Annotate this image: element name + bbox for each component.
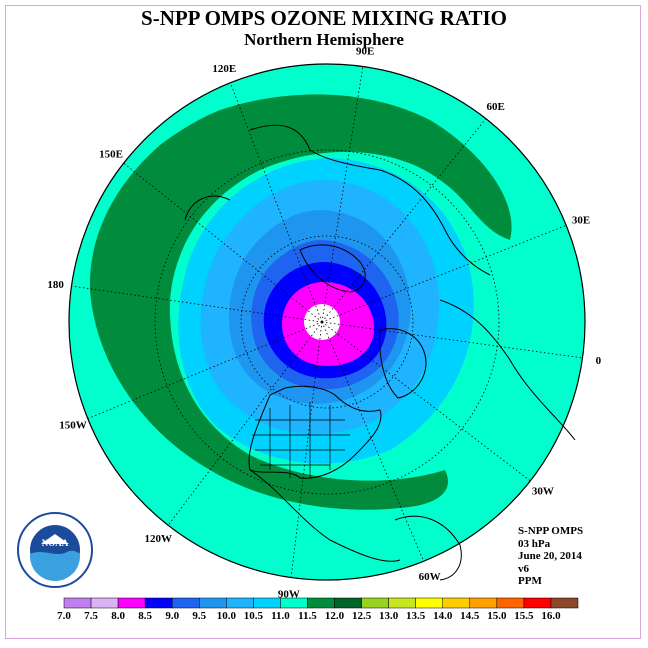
coastlines [184,124,576,581]
colorbar-swatch [253,597,281,609]
info-date: June 20, 2014 [518,550,582,562]
meridian-line [290,321,323,578]
latitude-circles [154,149,500,495]
info-units: PPM [518,575,542,587]
longitude-labels: 90E 60E 30E 0 30W 60W 90W 120W 150W 180 150E 120E [47,46,601,601]
colorbar-swatch [307,597,335,609]
longitude-label: 30W [532,486,554,498]
logo-text: NOAA [42,538,69,548]
colorbar-swatch [63,597,92,609]
colorbar-swatch [90,597,119,609]
map-subtitle: Northern Hemisphere [244,30,404,49]
colorbar-tick-label: 9.0 [165,610,179,622]
colorbar-tick-label: 11.5 [298,610,317,622]
colorbar-tick-label: 14.0 [433,610,453,622]
noaa-logo: NOAA [17,512,93,588]
colorbar-swatch [171,597,200,609]
longitude-label: 150E [99,148,123,160]
longitude-label: 60W [419,571,441,583]
colorbar-tick-label: 10.5 [244,610,264,622]
colorbar-swatch [226,597,254,609]
latitude-60 [240,235,414,409]
colorbar-swatch [469,597,498,609]
us-state-lines [252,402,350,478]
colorbar-tick-label: 14.5 [460,610,480,622]
colorbar-swatch [144,597,173,609]
colorbar-swatch [334,597,362,609]
colorbar-swatch [550,597,579,609]
colorbar-tick-label: 13.5 [406,610,426,622]
colorbar-tick-label: 15.5 [514,610,534,622]
meridian-line [321,321,425,562]
colorbar-tick-label: 7.5 [84,610,98,622]
colorbar-tick-label: 8.5 [138,610,152,622]
longitude-label: 90W [278,588,300,600]
logo-wave-icon [30,550,80,581]
longitude-label: 120E [212,63,236,75]
colorbar-tick-label: 13.0 [379,610,399,622]
coastline-central-america [249,469,401,562]
info-block: S-NPP OMPS 03 hPa June 20, 2014 v6 PPM [518,525,583,588]
longitude-label: 30E [572,214,590,226]
colorbar-swatch [523,597,552,609]
colorbar-swatch [117,597,146,609]
longitude-label: 120W [145,533,173,545]
colorbar-swatch [415,597,443,609]
ozone-field [69,64,585,580]
meridian-lines [71,66,583,578]
map-border [68,63,586,581]
info-level: 03 hPa [518,537,551,550]
colorbar: 7.0 7.5 8.0 8.5 9.0 9.5 10.0 10.5 11.0 11.5 12.0 12… [57,597,579,622]
longitude-label: 180 [47,279,64,291]
colorbar-tick-label: 16.0 [541,610,561,622]
coastline-arctic-islands [299,244,366,293]
info-instrument: S-NPP OMPS [518,525,584,537]
colorbar-tick-label: 8.0 [111,610,125,622]
meridian-line [229,82,323,323]
colorbar-tick-label: 9.5 [192,610,206,622]
longitude-label: 60E [487,101,505,113]
coastline-asia [184,124,491,276]
colorbar-tick-label: 12.0 [325,610,345,622]
longitude-label: 150W [59,420,87,432]
colorbar-tick-label: 10.0 [217,610,237,622]
longitude-label: 0 [596,355,602,367]
colorbar-swatch [199,597,227,609]
info-version: v6 [518,562,529,575]
coastline-greenland [379,328,427,399]
colorbar-swatch [496,597,525,609]
colorbar-tick-label: 7.0 [57,610,71,622]
colorbar-swatch [361,597,389,609]
meridian-line [321,66,364,323]
colorbar-tick-label: 11.0 [271,610,290,622]
band-11.0-11.5 [89,94,512,510]
logo-gull-icon [41,534,69,544]
figure-frame [5,5,641,639]
colorbar-tick-label: 12.5 [352,610,372,622]
colorbar-swatch [280,597,308,609]
colorbar-swatch [442,597,471,609]
colorbar-swatch [388,597,416,609]
coastline-south-america [394,515,462,581]
map-title: S-NPP OMPS OZONE MIXING RATIO [141,6,507,30]
latitude-30 [154,149,500,495]
longitude-label: 90E [356,46,374,58]
colorbar-tick-label: 15.0 [487,610,507,622]
coastline-north-america [248,385,382,479]
meridian-line [167,321,323,526]
coastline-europe-africa [439,299,576,441]
